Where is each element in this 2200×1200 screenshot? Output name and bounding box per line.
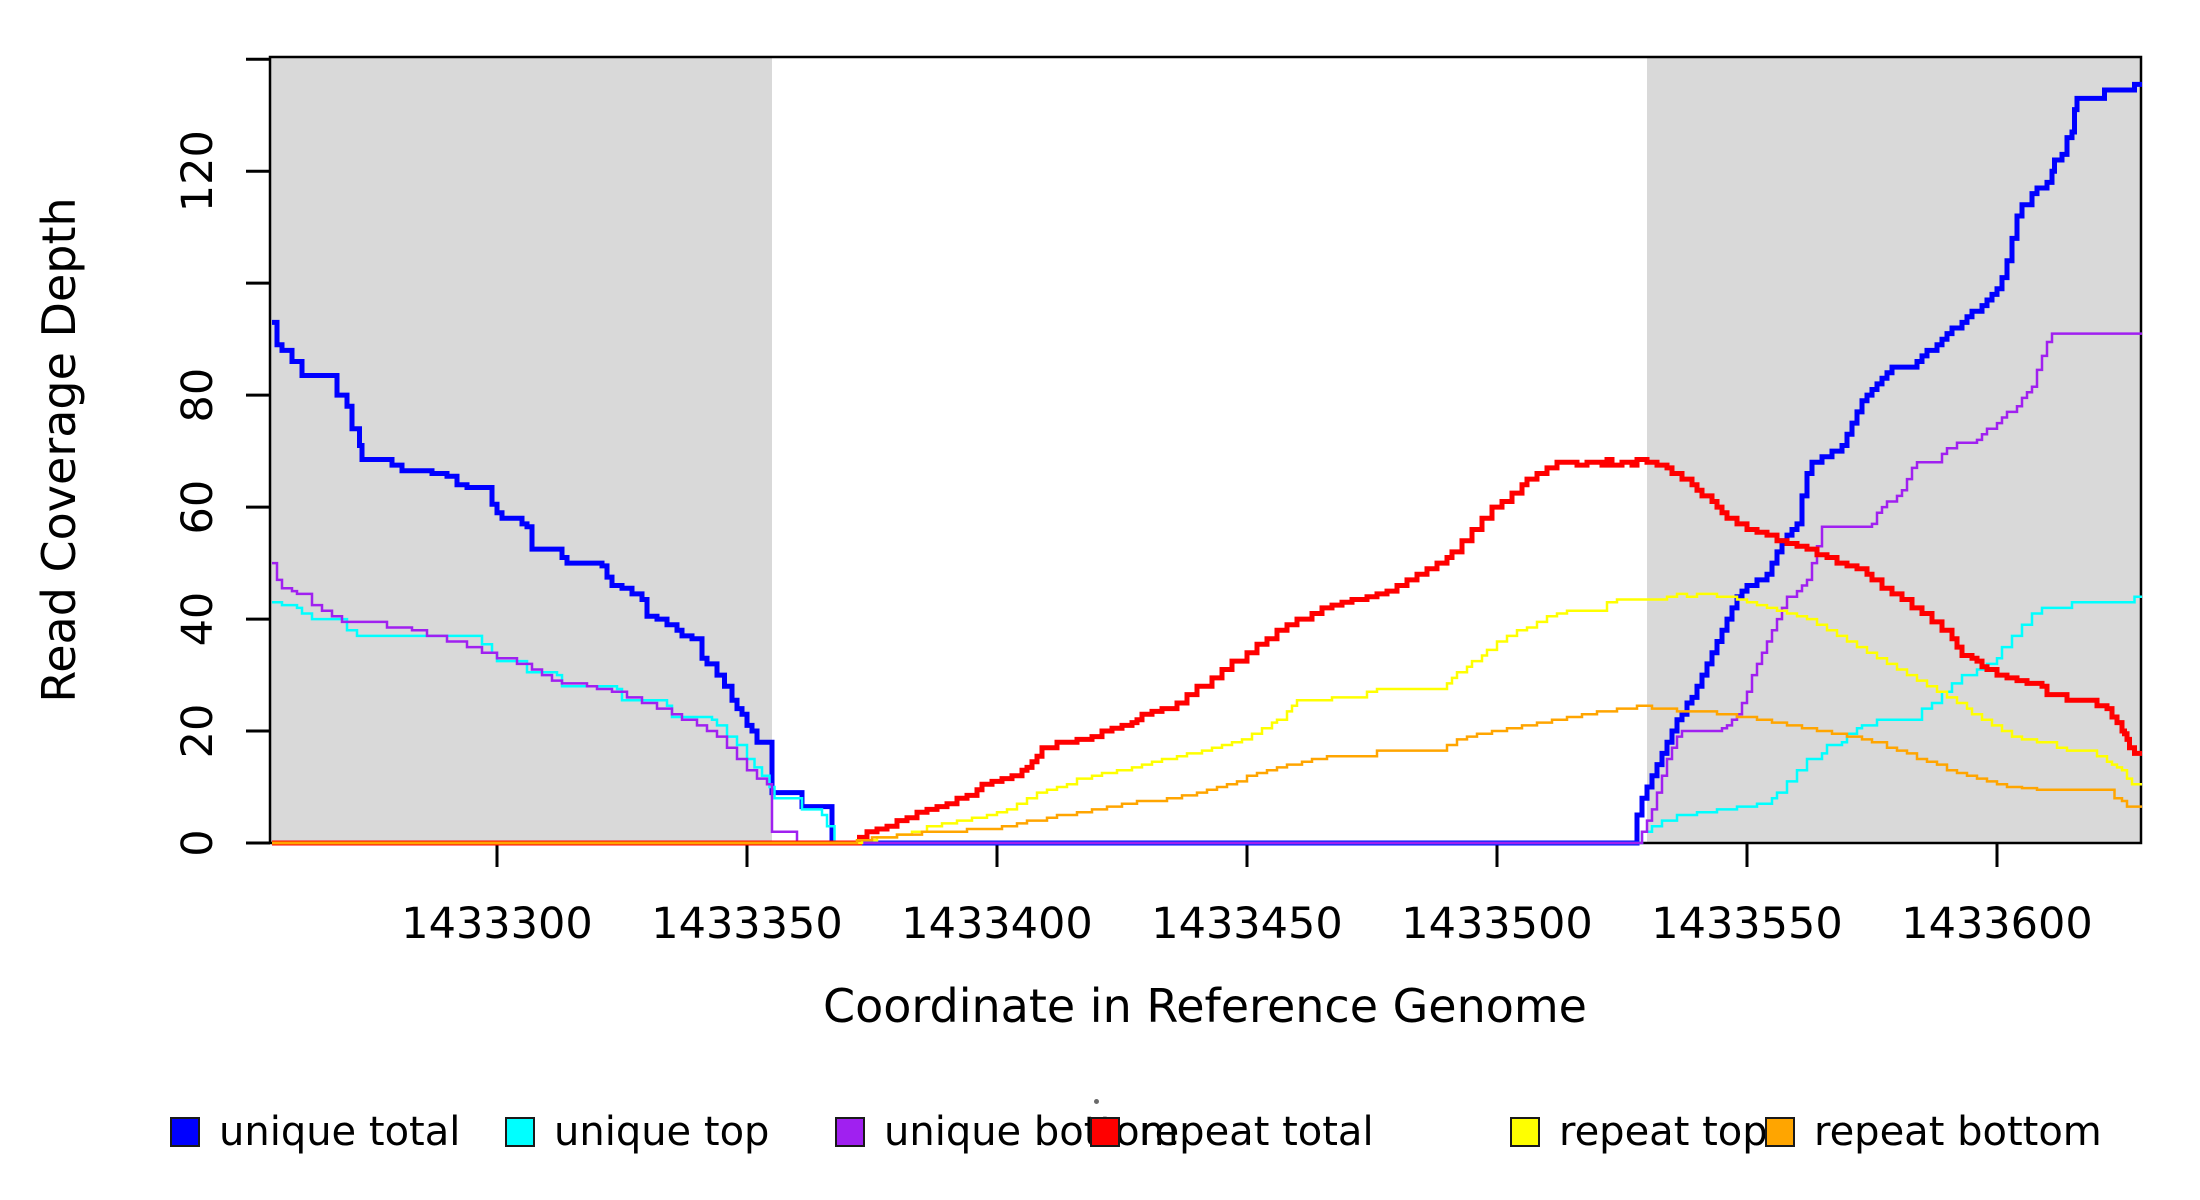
- legend-item-unique-bottom: unique bottom: [835, 1106, 1179, 1158]
- legend-item-repeat-bottom: repeat bottom: [1765, 1106, 2102, 1158]
- legend-label: repeat top: [1559, 1109, 1768, 1155]
- series-line-repeat-total: [272, 457, 2142, 846]
- legend-item-unique-total: unique total: [170, 1106, 460, 1158]
- unique-total-swatch-icon: [170, 1117, 200, 1147]
- repeat-total-swatch-icon: [1090, 1117, 1120, 1147]
- legend-label: unique bottom: [884, 1109, 1179, 1155]
- legend-item-unique-top: unique top: [505, 1106, 769, 1158]
- unique-bottom-swatch-icon: [835, 1117, 865, 1147]
- y-tick-label: 0: [173, 829, 223, 856]
- y-tick-label: 40: [173, 592, 223, 647]
- x-tick-label: 1433350: [651, 899, 843, 949]
- legend-label: unique top: [554, 1109, 770, 1155]
- y-tick-label: 20: [173, 704, 223, 759]
- legend-item-repeat-total: repeat total: [1090, 1106, 1374, 1158]
- x-tick-label: 1433300: [401, 899, 593, 949]
- legend-label: repeat total: [1139, 1109, 1374, 1155]
- legend-label: repeat bottom: [1814, 1109, 2102, 1155]
- y-tick-label: 80: [173, 368, 223, 423]
- series-line-repeat-bottom: [272, 704, 2142, 845]
- chart-legend: unique total unique top unique bottom re…: [0, 1106, 2200, 1166]
- shaded-region-1: [270, 57, 772, 843]
- x-tick-label: 1433600: [1901, 899, 2093, 949]
- shaded-region-2: [1647, 57, 2141, 843]
- legend-item-repeat-top: repeat top: [1510, 1106, 1768, 1158]
- stray-mark-dot: [1094, 1099, 1099, 1104]
- series-line-unique-total: [272, 81, 2142, 846]
- y-tick-label: 60: [173, 480, 223, 535]
- series-line-repeat-top: [272, 592, 2142, 845]
- unique-top-swatch-icon: [505, 1117, 535, 1147]
- x-tick-label: 1433500: [1401, 899, 1593, 949]
- y-tick-label: 120: [173, 130, 223, 212]
- legend-label: unique total: [219, 1109, 461, 1155]
- series-line-unique-bottom: [272, 332, 2142, 845]
- x-tick-label: 1433400: [901, 899, 1093, 949]
- y-axis-title: Read Coverage Depth: [32, 197, 86, 702]
- repeat-bottom-swatch-icon: [1765, 1117, 1795, 1147]
- x-tick-label: 1433450: [1151, 899, 1343, 949]
- repeat-top-swatch-icon: [1510, 1117, 1540, 1147]
- x-tick-label: 1433550: [1651, 899, 1843, 949]
- series-line-unique-top: [272, 595, 2142, 845]
- x-axis-title: Coordinate in Reference Genome: [823, 979, 1587, 1033]
